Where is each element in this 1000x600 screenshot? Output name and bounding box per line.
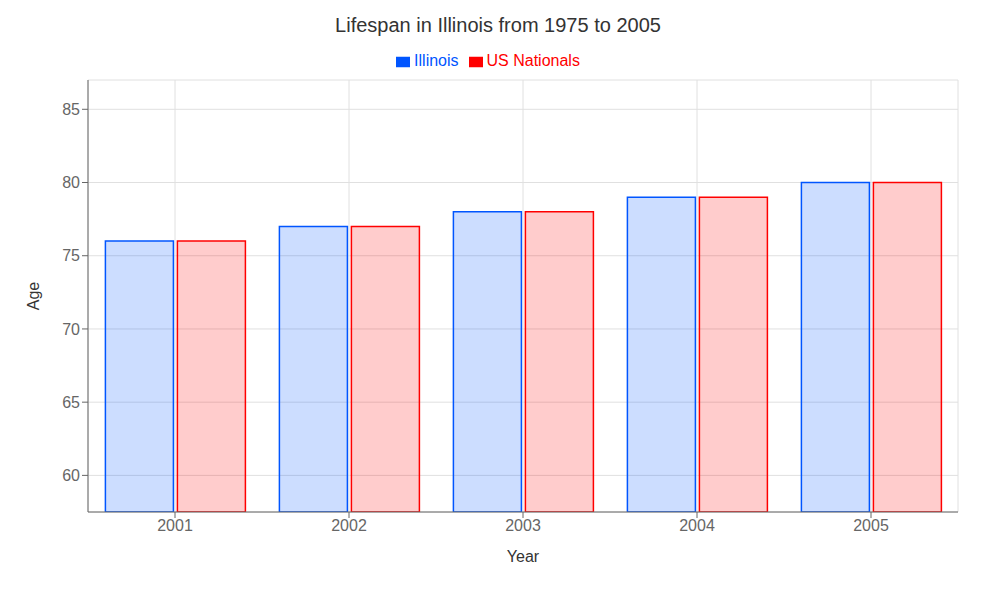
html-text:Illinois: Illinois [414,52,459,69]
svg-text:Year: Year [507,548,540,565]
svg-text:Age: Age [25,282,42,311]
html-text:Lifespan in Illinois from 1975: Lifespan in Illinois from 1975 to 2005 [335,14,661,36]
svg-text:2003: 2003 [505,517,541,534]
svg-text:60: 60 [62,467,80,484]
html-text:US Nationals: US Nationals [486,52,580,69]
svg-text:85: 85 [62,101,80,118]
svg-text:2002: 2002 [331,517,367,534]
svg-text:70: 70 [62,321,80,338]
svg-text:75: 75 [62,247,80,264]
svg-text:80: 80 [62,174,80,191]
svg-text:2004: 2004 [679,517,715,534]
svg-text:65: 65 [62,394,80,411]
svg-text:2001: 2001 [157,517,193,534]
svg-text:2005: 2005 [853,517,889,534]
